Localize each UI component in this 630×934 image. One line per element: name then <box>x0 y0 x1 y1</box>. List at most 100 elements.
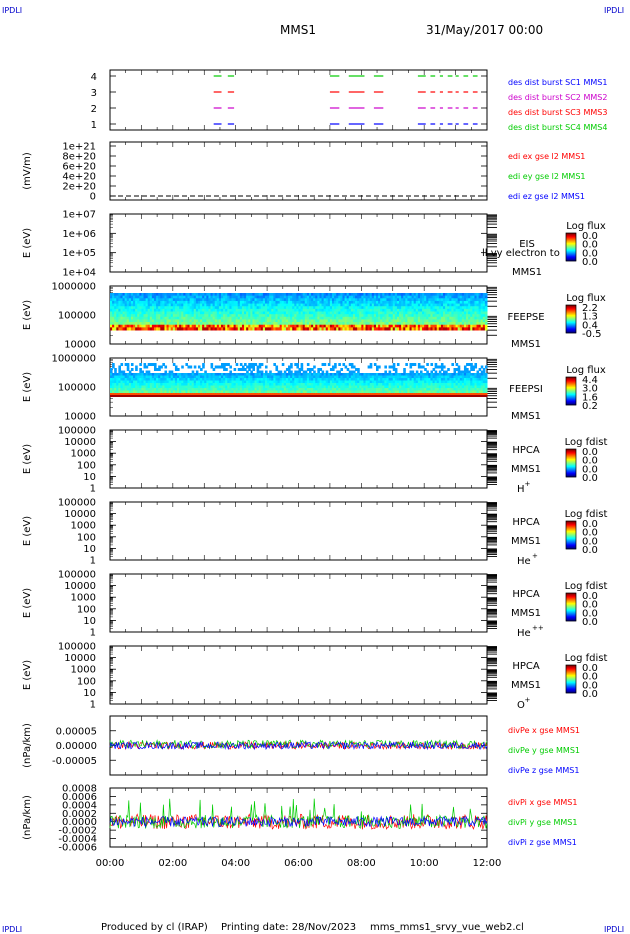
spectrogram-cell <box>355 322 358 326</box>
spectrogram-cell <box>241 308 245 312</box>
spectrogram-cell <box>419 378 423 381</box>
spectrogram-cell <box>396 295 400 299</box>
spectrogram-cell <box>468 303 471 307</box>
spectrogram-cell <box>239 295 243 299</box>
spectrogram-cell <box>139 324 142 328</box>
spectrogram-cell <box>300 314 304 318</box>
spectrogram-cell <box>112 375 115 379</box>
spectrogram-cell <box>137 300 140 305</box>
spectrogram-cell <box>153 324 157 328</box>
spectrogram-cell <box>187 324 191 328</box>
spectrogram-cell <box>380 390 383 394</box>
spectrogram-cell <box>415 378 419 381</box>
spectrogram-cell <box>202 388 205 391</box>
spectrogram-cell <box>369 385 373 389</box>
spectrogram-cell <box>285 319 289 323</box>
spectrogram-cell <box>124 308 128 312</box>
spectrogram-cell <box>260 308 264 312</box>
spectrogram-cell <box>357 311 360 315</box>
spectrogram-cell <box>271 378 274 381</box>
spectrogram-cell <box>350 383 354 386</box>
spectrogram-cell <box>375 395 379 397</box>
spectrogram-cell <box>143 365 147 369</box>
spectrogram-cell <box>313 393 316 395</box>
spectrogram-cell <box>229 365 232 369</box>
spectrogram-cell <box>396 375 400 379</box>
spectrogram-cell <box>350 388 354 391</box>
spectrogram-cell <box>290 311 293 315</box>
spectrogram-cell <box>443 370 446 374</box>
spectrogram-cell <box>428 383 431 386</box>
spectrogram-cell <box>350 390 354 394</box>
spectrogram-cell <box>218 395 222 397</box>
spectrogram-cell <box>468 308 471 312</box>
spectrogram-cell <box>288 298 291 302</box>
spectrogram-cell <box>273 363 276 366</box>
colorbar-step <box>566 252 576 254</box>
spectrogram-cell <box>359 378 362 381</box>
spectrogram-cell <box>204 390 207 394</box>
spectrogram-cell <box>116 322 119 326</box>
spectrogram-cell <box>373 298 377 302</box>
spectrogram-cell <box>373 295 377 299</box>
spectrogram-cell <box>311 393 314 395</box>
spectrogram-cell <box>116 316 119 320</box>
spectrogram-cell <box>336 319 339 323</box>
spectrogram-cell <box>221 311 224 315</box>
spectrogram-cell <box>191 378 195 381</box>
spectrogram-cell <box>296 311 299 315</box>
spectrogram-cell <box>336 322 339 326</box>
spectrogram-cell <box>424 388 427 391</box>
spectrogram-cell <box>409 380 413 384</box>
spectrogram-cell <box>137 322 140 326</box>
spectrogram-cell <box>472 300 475 305</box>
spectrogram-cell <box>233 308 237 312</box>
plot-title: MMS1 <box>280 23 316 37</box>
spectrogram-cell <box>177 395 180 397</box>
spectrogram-cell <box>271 306 274 310</box>
spectrogram-cell <box>141 380 145 384</box>
colorbar-step <box>566 238 576 240</box>
spectrogram-cell <box>432 322 436 326</box>
spectrogram-cell <box>137 324 140 328</box>
spectrogram-cell <box>484 306 488 310</box>
spectrogram-cell <box>352 388 356 391</box>
spectrogram-cell <box>396 390 400 394</box>
spectrogram-cell <box>151 319 155 323</box>
spectrogram-cell <box>302 311 306 315</box>
spectrogram-cell <box>457 308 461 312</box>
spectrogram-cell <box>342 383 346 386</box>
spectrogram-cell <box>275 395 279 397</box>
spectrogram-cell <box>321 308 325 312</box>
spectrogram-cell <box>478 314 482 318</box>
spectrogram-cell <box>264 311 268 315</box>
spectrogram-cell <box>457 298 461 302</box>
spectrogram-cell <box>315 373 318 376</box>
spectrogram-cell <box>248 303 251 307</box>
spectrogram-cell <box>302 293 306 297</box>
spectrogram-cell <box>363 314 367 318</box>
spectrogram-cell <box>388 308 392 312</box>
spectrogram-cell <box>390 311 394 315</box>
spectrogram-cell <box>262 375 266 379</box>
spectrogram-cell <box>363 395 367 397</box>
spectrogram-cell <box>285 308 289 312</box>
spectrogram-cell <box>193 383 197 386</box>
spectrogram-cell <box>214 295 218 299</box>
spectrogram-cell <box>311 295 314 299</box>
spectrogram-cell <box>193 314 197 318</box>
spectrogram-cell <box>187 373 191 376</box>
spectrogram-cell <box>443 388 446 391</box>
spectrogram-cell <box>153 368 157 371</box>
spectrogram-cell <box>411 311 415 315</box>
spectrogram-cell <box>285 306 289 310</box>
spectrogram-cell <box>461 306 465 310</box>
spectrogram-cell <box>361 395 364 397</box>
spectrogram-cell <box>396 327 400 331</box>
spectrogram-cell <box>306 390 310 394</box>
spectrogram-cell <box>311 300 314 305</box>
spectrogram-cell <box>200 322 203 326</box>
spectrogram-cell <box>334 311 337 315</box>
spectrogram-cell <box>151 314 155 318</box>
spectrogram-cell <box>137 388 140 391</box>
